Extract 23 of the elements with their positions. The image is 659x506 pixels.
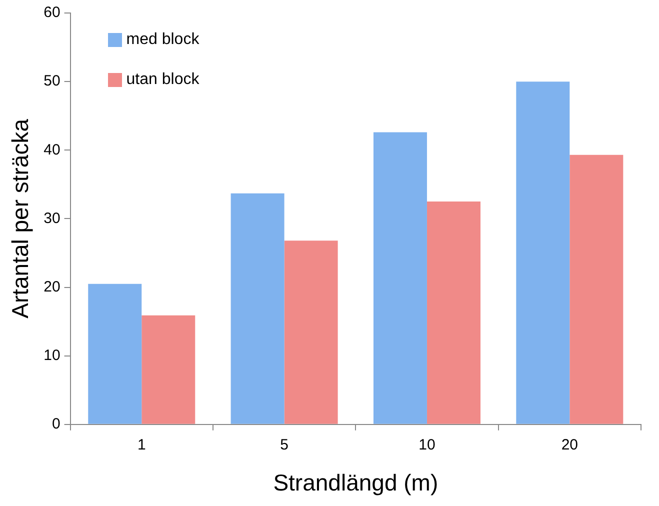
bar xyxy=(516,82,570,424)
legend-label: med block xyxy=(126,31,200,49)
bar xyxy=(373,132,427,424)
bar xyxy=(142,315,196,424)
bar xyxy=(88,284,142,424)
y-tick-label: 60 xyxy=(44,4,60,22)
bar xyxy=(230,193,284,424)
y-tick-label: 50 xyxy=(44,72,60,90)
x-tick-label: 5 xyxy=(280,436,288,454)
y-tick-label: 20 xyxy=(44,278,60,296)
y-tick-label: 0 xyxy=(52,416,60,433)
y-tick-label: 10 xyxy=(44,346,60,364)
bar xyxy=(284,240,338,424)
x-axis-title: Strandlängd (m) xyxy=(273,470,438,496)
x-tick-label: 1 xyxy=(137,436,146,454)
bar xyxy=(426,202,480,424)
x-tick-label: 10 xyxy=(418,436,436,454)
bar xyxy=(570,154,624,424)
x-tick-label: 20 xyxy=(561,436,578,454)
y-tick-label: 40 xyxy=(44,141,60,158)
y-tick-label: 30 xyxy=(44,210,60,227)
y-axis-title: Artantal per sträcka xyxy=(7,118,34,318)
legend-label: utan block xyxy=(126,71,200,89)
